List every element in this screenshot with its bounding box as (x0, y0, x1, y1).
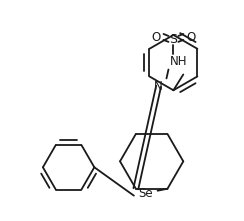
Text: O: O (187, 31, 196, 44)
Text: N: N (154, 80, 163, 93)
Text: NH: NH (170, 55, 187, 68)
Text: Se: Se (138, 187, 153, 200)
Text: O: O (151, 31, 160, 44)
Text: S: S (169, 33, 177, 46)
